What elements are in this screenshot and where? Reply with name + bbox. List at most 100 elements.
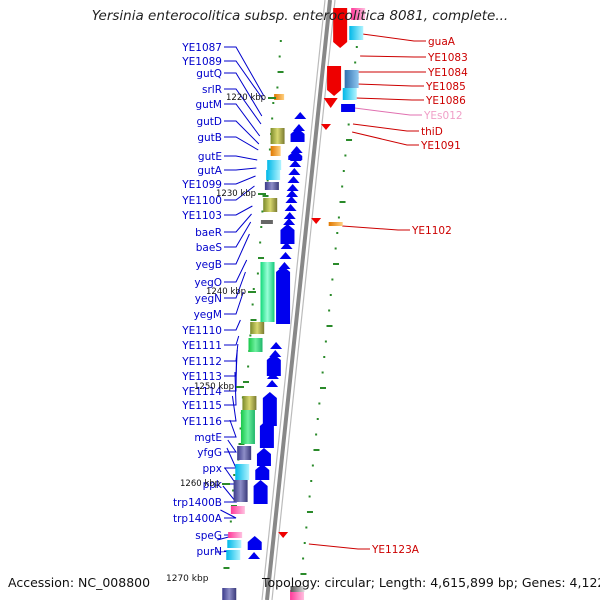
feature-box bbox=[267, 160, 282, 170]
gene-arrow-forward bbox=[280, 242, 293, 249]
scale-tick bbox=[268, 97, 276, 99]
scale-labels: 1220 kbp 1230 kbp 1240 kbp 1250 kbp 1260 kbp bbox=[180, 93, 276, 489]
gene-arrow-forward bbox=[278, 262, 291, 269]
gene-block-forward bbox=[253, 480, 268, 504]
feature-box bbox=[228, 532, 243, 538]
left-leader-line bbox=[224, 72, 263, 117]
feature-box bbox=[260, 220, 273, 224]
left-leader-line bbox=[224, 185, 255, 201]
tick-mark bbox=[316, 418, 319, 420]
tick-mark bbox=[232, 489, 235, 492]
gene-arrow-forward bbox=[289, 160, 302, 167]
tick-mark bbox=[239, 427, 242, 430]
scale-tick bbox=[248, 291, 256, 293]
right-gene-label: YE1086 bbox=[425, 95, 466, 107]
left-gene-label: baeR bbox=[195, 227, 222, 239]
tick-mark bbox=[331, 278, 334, 281]
feature-box bbox=[349, 26, 364, 40]
left-gene-label: speG bbox=[195, 530, 222, 542]
left-leader-line bbox=[224, 371, 237, 406]
feature-box bbox=[266, 170, 281, 180]
tick-mark bbox=[258, 257, 265, 259]
left-gene-label: yfgG bbox=[197, 447, 222, 459]
tick-mark bbox=[337, 216, 340, 219]
topology-text: Topology: circular; Length: 4,615,899 bp… bbox=[262, 575, 600, 590]
tick-mark bbox=[347, 123, 350, 126]
tick-mark bbox=[306, 511, 313, 513]
right-gene-label: guaA bbox=[428, 36, 456, 48]
reverse-strand-features bbox=[278, 8, 366, 600]
feature-box bbox=[240, 410, 255, 444]
scale-label: 1260 kbp bbox=[180, 479, 220, 489]
left-gene-label: yegB bbox=[195, 259, 222, 271]
left-leader-line bbox=[220, 509, 237, 519]
feature-box bbox=[341, 104, 356, 112]
left-gene-label: yegO bbox=[194, 277, 222, 289]
left-gene-label: mgtE bbox=[194, 432, 222, 444]
left-gene-label: YE1116 bbox=[181, 416, 222, 428]
tick-mark bbox=[272, 102, 275, 104]
gene-arrow-forward bbox=[270, 342, 283, 349]
left-leader-line bbox=[224, 419, 237, 438]
gene-arrow-reverse bbox=[323, 98, 338, 108]
left-gene-label: gutB bbox=[197, 132, 222, 144]
tick-mark bbox=[333, 263, 340, 265]
left-gene-label: gutD bbox=[196, 116, 222, 128]
left-leader-line bbox=[224, 447, 237, 469]
tick-mark bbox=[329, 294, 332, 296]
tick-mark bbox=[324, 340, 327, 343]
gene-arrow-forward bbox=[290, 146, 303, 153]
tick-mark bbox=[233, 474, 236, 476]
tick-mark bbox=[302, 557, 305, 560]
right-leader-line bbox=[362, 33, 426, 42]
tick-mark bbox=[328, 309, 331, 312]
tick-mark bbox=[318, 402, 321, 405]
right-leader-line bbox=[354, 107, 422, 116]
right-leader-line bbox=[360, 55, 426, 58]
right-gene-label: YE1091 bbox=[420, 140, 461, 152]
feature-box bbox=[351, 8, 366, 20]
tick-mark bbox=[321, 371, 324, 374]
gene-block-reverse bbox=[333, 8, 348, 48]
feature-box bbox=[264, 182, 279, 190]
feature-box bbox=[260, 262, 275, 322]
tick-mark bbox=[326, 325, 333, 327]
gene-arrow-forward bbox=[283, 212, 296, 219]
left-gene-label: YE1111 bbox=[181, 340, 222, 352]
left-gene-label: gutM bbox=[196, 99, 223, 111]
tick-mark bbox=[344, 154, 347, 157]
gene-arrow-reverse bbox=[320, 124, 331, 130]
gene-block-forward bbox=[280, 224, 295, 244]
gene-block-forward bbox=[290, 128, 305, 142]
left-gene-label: YE1103 bbox=[181, 210, 222, 222]
tick-mark bbox=[300, 573, 307, 575]
gene-arrow-forward bbox=[285, 196, 298, 203]
tick-mark bbox=[276, 86, 279, 89]
left-leader-line bbox=[224, 271, 246, 299]
backbone bbox=[261, 0, 336, 600]
gene-arrow-forward bbox=[283, 218, 296, 225]
tick-mark bbox=[336, 232, 339, 234]
feature-box bbox=[226, 550, 241, 560]
feature-box bbox=[290, 590, 305, 600]
left-gene-label: YE1113 bbox=[181, 371, 222, 383]
right-leader-line bbox=[357, 83, 424, 87]
right-leader-line bbox=[308, 543, 370, 550]
left-gene-label: YE1100 bbox=[181, 195, 222, 207]
tick-mark bbox=[341, 185, 344, 188]
left-leader-line bbox=[224, 136, 259, 151]
tick-mark bbox=[323, 356, 326, 358]
left-gene-label: YE1110 bbox=[181, 325, 222, 337]
feature-box bbox=[235, 464, 250, 480]
tick-mark bbox=[250, 319, 257, 321]
left-gene-label: YE1114 bbox=[181, 386, 222, 398]
map-title: Yersinia enterocolitica subsp. enterocol… bbox=[91, 8, 509, 24]
tick-mark bbox=[251, 303, 254, 306]
tick-mark bbox=[311, 464, 314, 467]
tick-mark bbox=[310, 480, 313, 482]
feature-box bbox=[237, 446, 252, 460]
gene-arrow-reverse bbox=[311, 218, 322, 224]
gene-arrow-forward bbox=[286, 184, 299, 191]
feature-box bbox=[270, 146, 281, 156]
tick-mark bbox=[303, 542, 306, 544]
